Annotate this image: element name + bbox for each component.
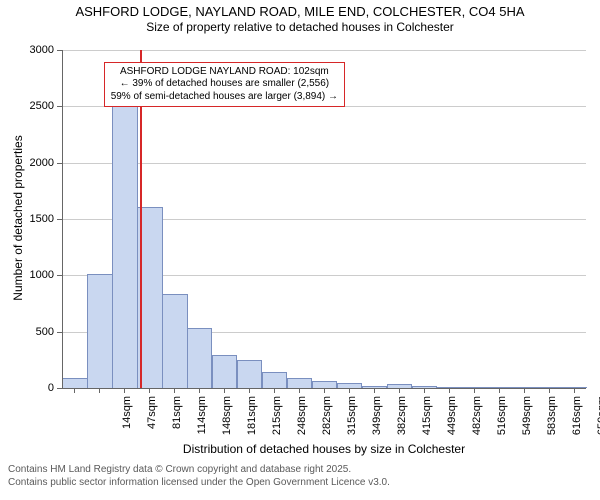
ytick-label: 1500 [14, 213, 54, 225]
annotation-box: ASHFORD LODGE NAYLAND ROAD: 102sqm← 39% … [104, 62, 345, 108]
xtick-label: 215sqm [271, 396, 283, 446]
x-axis-label: Distribution of detached houses by size … [62, 442, 586, 456]
xtick-label: 114sqm [196, 396, 208, 446]
xtick-label: 282sqm [321, 396, 333, 446]
chart-titles: ASHFORD LODGE, NAYLAND ROAD, MILE END, C… [0, 4, 600, 35]
histogram-bar [62, 378, 87, 388]
attribution-line1: Contains HM Land Registry data © Crown c… [8, 464, 390, 477]
xtick-label: 549sqm [521, 396, 533, 446]
attribution-block: Contains HM Land Registry data © Crown c… [8, 464, 390, 489]
xtick-label: 47sqm [146, 396, 158, 446]
ytick-label: 1000 [14, 269, 54, 281]
xtick-label: 181sqm [246, 396, 258, 446]
xtick-label: 148sqm [221, 396, 233, 446]
xtick-label: 14sqm [121, 396, 133, 446]
x-axis-line [62, 388, 586, 389]
ytick-label: 2000 [14, 157, 54, 169]
ytick-label: 2500 [14, 100, 54, 112]
xtick-label: 315sqm [346, 396, 358, 446]
xtick-label: 382sqm [396, 396, 408, 446]
histogram-bar [187, 328, 212, 388]
annotation-line: ← 39% of detached houses are smaller (2,… [111, 78, 338, 91]
xtick-label: 349sqm [371, 396, 383, 446]
ytick-label: 500 [14, 326, 54, 338]
ytick-label: 0 [14, 382, 54, 394]
xtick-label: 516sqm [496, 396, 508, 446]
attribution-line2: Contains public sector information licen… [8, 477, 390, 490]
histogram-bar [112, 105, 137, 388]
xtick-label: 248sqm [296, 396, 308, 446]
histogram-bar [237, 360, 262, 388]
histogram-bar [262, 372, 287, 388]
histogram-bar [312, 381, 337, 388]
chart-container: ASHFORD LODGE, NAYLAND ROAD, MILE END, C… [0, 0, 600, 500]
plot-area: 05001000150020002500300014sqm47sqm81sqm1… [62, 50, 586, 388]
chart-title-line2: Size of property relative to detached ho… [0, 20, 600, 35]
histogram-bar [162, 294, 187, 389]
annotation-line: 59% of semi-detached houses are larger (… [111, 91, 338, 104]
y-axis-line [62, 50, 63, 388]
chart-title-line1: ASHFORD LODGE, NAYLAND ROAD, MILE END, C… [0, 4, 600, 20]
annotation-line: ASHFORD LODGE NAYLAND ROAD: 102sqm [111, 66, 338, 79]
ytick-label: 3000 [14, 44, 54, 56]
xtick-label: 415sqm [421, 396, 433, 446]
xtick-label: 650sqm [596, 396, 600, 446]
histogram-bar [87, 274, 112, 388]
xtick-label: 81sqm [171, 396, 183, 446]
histogram-bar [287, 378, 312, 388]
histogram-bar [212, 355, 237, 388]
xtick-label: 449sqm [446, 396, 458, 446]
xtick-label: 482sqm [471, 396, 483, 446]
xtick-label: 616sqm [571, 396, 583, 446]
xtick-label: 583sqm [546, 396, 558, 446]
